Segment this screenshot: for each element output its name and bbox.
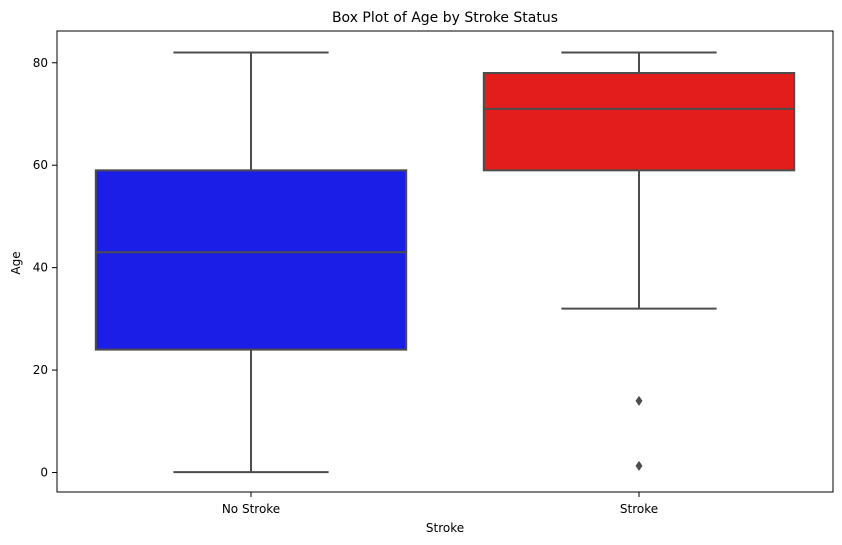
outlier-point (635, 395, 643, 406)
y-axis-label: Age (9, 251, 23, 274)
plot-frame (56, 30, 834, 493)
x-axis-label: Stroke (426, 521, 464, 535)
y-tick-label: 0 (40, 466, 48, 480)
x-tick-label: Stroke (620, 502, 658, 516)
box-group-stroke (482, 51, 796, 471)
plot-area (94, 51, 796, 474)
y-tick-label: 20 (33, 363, 48, 377)
axes: No Stroke Stroke 0 20 40 60 80 (33, 30, 834, 516)
box-group-no-stroke (94, 51, 408, 474)
x-tick-label: No Stroke (222, 502, 280, 516)
y-tick-label: 40 (33, 261, 48, 275)
y-tick-label: 60 (33, 158, 48, 172)
box-no-stroke (94, 169, 408, 351)
y-tick-label: 80 (33, 56, 48, 70)
chart-title: Box Plot of Age by Stroke Status (332, 10, 558, 26)
box-stroke (482, 72, 796, 172)
outlier-point (635, 460, 643, 471)
